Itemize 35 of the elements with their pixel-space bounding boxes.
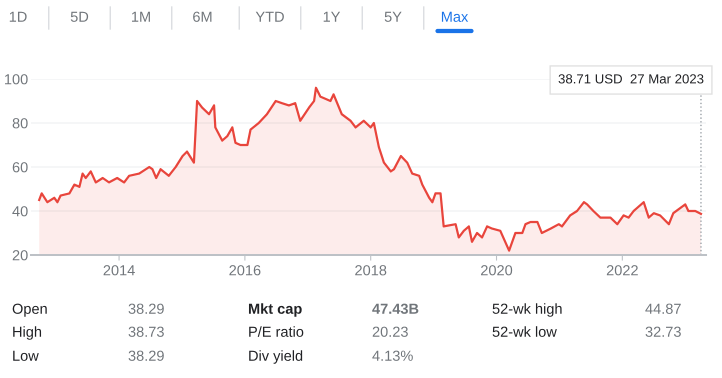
text: 32.73 (646, 326, 681, 337)
text: 4.13% (372, 350, 413, 361)
y-tick-label: 100 (5, 74, 28, 84)
x-tick-label: 2022 (606, 265, 638, 276)
text: 38.73 (128, 326, 164, 337)
text: 52-wk low (492, 326, 557, 337)
text: 5Y (384, 12, 402, 22)
y-tick-label: 60 (12, 162, 28, 172)
text: 1Y (324, 12, 340, 22)
text: 38.29 (128, 350, 164, 361)
y-tick-label: 80 (12, 118, 28, 128)
text: 47.43B (372, 304, 418, 314)
text: Low (13, 350, 39, 361)
text: 52-wk high (492, 303, 562, 317)
text: YTD (256, 12, 284, 22)
y-tick-label: 20 (12, 250, 28, 260)
text: 6M (193, 12, 212, 22)
x-tick-label: 2020 (481, 265, 512, 276)
x-tick-label: 2014 (104, 265, 135, 276)
annotation: 38.71 USD 27 Mar 2023 (558, 74, 704, 84)
text: Open (12, 304, 47, 317)
x-tick-label: 2018 (355, 265, 386, 276)
text: Div yield (249, 350, 302, 364)
text: Mkt cap (248, 303, 302, 317)
text: 38.29 (128, 304, 164, 314)
text: High (13, 326, 42, 340)
text: Max (442, 12, 468, 22)
text: P/E ratio (249, 326, 304, 337)
x-tick-label: 2016 (229, 265, 260, 276)
text: 44.87 (645, 304, 681, 314)
text: 5D (70, 12, 88, 22)
text: 1M (132, 12, 150, 22)
text: 20.23 (372, 326, 408, 337)
text: 1D (10, 12, 27, 22)
y-tick-label: 40 (12, 206, 28, 216)
